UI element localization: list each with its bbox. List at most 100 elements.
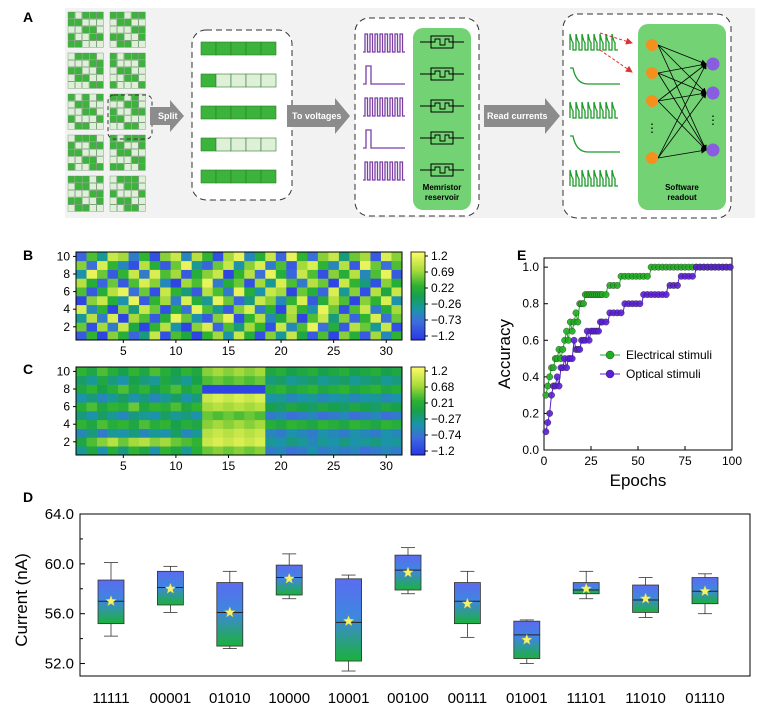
heatmap-cell — [128, 384, 140, 394]
digit-grid-cell — [138, 52, 146, 60]
heatmap-cell — [286, 411, 298, 421]
colorbar-tick-label: 1.2 — [431, 364, 448, 378]
heatmap-cell — [139, 252, 150, 262]
heatmap-cell — [97, 322, 108, 332]
digit-grid-cell — [116, 60, 124, 68]
colorbar-segment — [411, 333, 425, 336]
colorbar-segment — [411, 452, 425, 456]
heatmap-cell — [139, 437, 150, 447]
network-edge — [657, 63, 707, 102]
heatmap-cell — [139, 419, 150, 429]
digit-grid-cell — [74, 74, 82, 82]
heatmap-cell — [118, 393, 129, 403]
heatmap-cell — [97, 428, 108, 438]
heatmap-cell — [359, 419, 371, 429]
colorbar-segment — [411, 424, 425, 427]
heatmap-cell — [233, 313, 245, 323]
heatmap-cell — [296, 384, 308, 394]
heatmap-cell — [328, 411, 340, 421]
heatmap-cell — [254, 296, 266, 306]
software-label-line-1: Software — [665, 183, 699, 192]
heatmap-cell — [359, 402, 371, 412]
box-mean-star — [521, 633, 533, 645]
heatmap-cell — [370, 367, 382, 377]
digit-grid-cell — [116, 19, 124, 27]
voltage-pulse-train — [363, 33, 405, 53]
split-label: Split — [158, 111, 178, 121]
digit-grid-cell — [116, 197, 124, 205]
series-point — [636, 300, 644, 308]
colorbar-tick-label: −0.74 — [431, 428, 462, 442]
heatmap-cell — [307, 428, 319, 438]
heatmap-cell — [76, 269, 87, 279]
digit-grid-cell — [67, 182, 75, 190]
voltage-pulse-train — [363, 161, 405, 181]
colorbar-segment — [411, 337, 425, 341]
readout-network: ⋮⋮ — [646, 39, 720, 164]
digit-grid-cell — [124, 134, 132, 142]
heatmap-cell — [296, 419, 308, 429]
digit-grid-cell — [116, 175, 124, 183]
heatmap-cell — [202, 313, 214, 323]
heatmap-cell — [107, 313, 119, 323]
software-readout — [638, 24, 726, 210]
memristor-label-line-2: reservoir — [425, 193, 459, 202]
colorbar-tick-label: −1.2 — [431, 329, 455, 343]
digit-grid-cell — [96, 204, 104, 212]
digit-grid-cell — [89, 156, 97, 164]
heatmap-cell — [244, 296, 256, 306]
x-tick-label: 100 — [722, 454, 742, 468]
x-tick-label: 10 — [169, 459, 183, 473]
digit-grid-cell — [82, 60, 90, 68]
heatmap-cell — [254, 393, 266, 403]
heatmap-cell — [170, 322, 182, 332]
heatmap-cell — [349, 411, 361, 421]
digit-grid-cell — [74, 122, 82, 130]
colorbar-segment — [411, 320, 425, 323]
colorbar-segment — [411, 411, 425, 414]
network-edge — [657, 148, 707, 159]
y-tick-label: 0.4 — [522, 370, 539, 384]
heatmap-cell — [181, 304, 192, 314]
heatmap-cell — [380, 331, 392, 341]
heatmap-cell — [212, 384, 224, 394]
heatmap-cell — [202, 437, 214, 447]
colorbar-tick-label: −0.26 — [431, 297, 462, 311]
heatmap-cell — [254, 269, 266, 279]
heatmap-cell — [86, 296, 98, 306]
colorbar-segment — [411, 437, 425, 440]
colorbar-segment — [411, 413, 425, 416]
digit-grid-cell — [74, 190, 82, 198]
heatmap-cell — [380, 322, 392, 332]
heatmap-cell — [349, 384, 361, 394]
heatmap-cell — [307, 437, 319, 447]
heatmap-cell — [212, 278, 224, 288]
digit-grid-cell — [89, 190, 97, 198]
digit-grid-cell — [96, 197, 104, 205]
heatmap-cell — [286, 296, 298, 306]
digit-grid-cell — [138, 134, 146, 142]
digit-grid-cell — [82, 93, 90, 101]
heatmap-cell — [212, 287, 224, 297]
digit-grid-cell — [67, 175, 75, 183]
heatmap-cell — [107, 402, 119, 412]
heatmap-cell — [275, 331, 287, 341]
digit-grid-cell — [109, 163, 117, 171]
heatmap-cell — [107, 322, 119, 332]
split-row-cell — [245, 137, 262, 152]
input-neuron — [646, 152, 658, 164]
heatmap-cell — [244, 322, 256, 332]
heatmap-cell — [181, 322, 192, 332]
ellipsis-inputs: ⋮ — [646, 121, 658, 135]
y-tick-label: 52.0 — [45, 656, 74, 673]
heatmap-cell — [370, 402, 382, 412]
heatmap-cell — [370, 375, 382, 385]
digit-grid-cell — [138, 175, 146, 183]
heatmap-cell — [118, 367, 129, 377]
digit-grid-cell — [89, 182, 97, 190]
digit-grid-cell — [89, 122, 97, 130]
network-edge — [657, 44, 707, 94]
heatmap-cell — [107, 367, 119, 377]
panel-label-d: D — [23, 489, 33, 505]
heatmap-cell — [338, 367, 350, 377]
